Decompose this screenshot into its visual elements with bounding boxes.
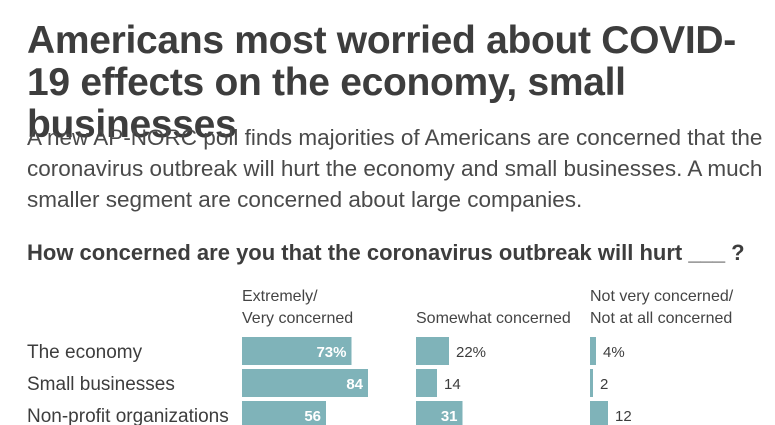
- column-header-line: Not very concerned/: [590, 288, 734, 305]
- bar: [416, 369, 437, 397]
- bar: [416, 337, 449, 365]
- category-label: The economy: [27, 342, 143, 363]
- data-label: 84: [346, 376, 363, 393]
- bar: [416, 401, 463, 425]
- column-header-somewhat: Somewhat concerned: [416, 308, 571, 330]
- bar: [590, 401, 608, 425]
- category-label: Non-profit organizations: [27, 406, 229, 425]
- column-header-line: Very concerned: [242, 310, 354, 327]
- chart-title: Americans most worried about COVID-19 ef…: [27, 19, 736, 146]
- data-label: 73%: [316, 344, 346, 361]
- column-header-not-concerned: Not very concerned/ Not at all concerned: [590, 286, 733, 330]
- data-label: 4%: [603, 344, 625, 361]
- data-label: 31: [441, 408, 458, 425]
- bar: [590, 337, 596, 365]
- column-header-line: Not at all concerned: [590, 310, 733, 327]
- bar: [242, 369, 368, 397]
- survey-question: How concerned are you that the coronavir…: [27, 240, 745, 265]
- category-label: Small businesses: [27, 374, 175, 395]
- bar: [590, 369, 593, 397]
- data-label: 12: [615, 408, 632, 425]
- data-label: 2: [600, 376, 608, 393]
- column-header-extremely-very: Extremely/ Very concerned: [242, 286, 353, 330]
- data-label: 22%: [456, 344, 486, 361]
- bar: [242, 337, 352, 365]
- column-header-line: Somewhat concerned: [416, 310, 571, 327]
- bar: [242, 401, 326, 425]
- data-label: 14: [444, 376, 461, 393]
- column-header-line: Extremely/: [242, 288, 318, 305]
- chart-subtitle: A new AP-NORC poll finds majorities of A…: [27, 125, 763, 212]
- data-label: 56: [304, 408, 321, 425]
